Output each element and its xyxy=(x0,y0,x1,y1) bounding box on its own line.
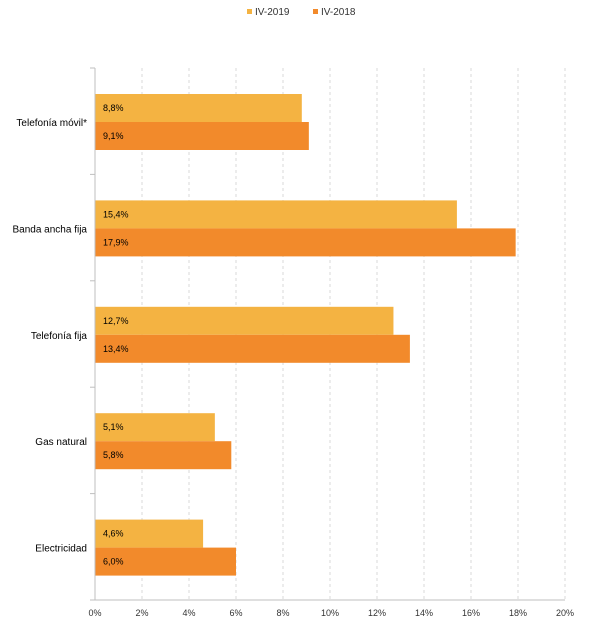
x-tick-label: 14% xyxy=(415,608,433,618)
bar xyxy=(95,547,236,576)
bar-data-label: 13,4% xyxy=(103,344,129,354)
x-tick-label: 18% xyxy=(509,608,527,618)
bar-data-label: 5,8% xyxy=(103,450,124,460)
category-label: Gas natural xyxy=(35,437,87,448)
bar xyxy=(95,228,516,257)
axes xyxy=(90,67,565,601)
bar-data-label: 8,8% xyxy=(103,103,124,113)
x-tick-label: 4% xyxy=(182,608,195,618)
x-tick-label: 6% xyxy=(229,608,242,618)
bar xyxy=(95,122,309,150)
bar xyxy=(95,200,457,229)
bar xyxy=(95,413,215,442)
legend-label: IV-2019 xyxy=(255,7,290,18)
labels: 0% 2% 4% 6% 8% 10% 12% 14% 16% 18% 20% 8,8% 9,1% Tele… xyxy=(12,103,574,618)
bar-data-label: 6,0% xyxy=(103,557,124,567)
bar-data-label: 12,7% xyxy=(103,316,129,326)
bar xyxy=(95,441,232,470)
bar xyxy=(95,94,302,122)
legend-swatch xyxy=(247,9,252,14)
bar-data-label: 5,1% xyxy=(103,422,124,432)
x-tick-label: 20% xyxy=(556,608,574,618)
x-tick-label: 2% xyxy=(135,608,148,618)
bar-data-label: 17,9% xyxy=(103,237,129,247)
bar xyxy=(95,334,410,363)
bar-data-label: 4,6% xyxy=(103,529,124,539)
category-label: Banda ancha fija xyxy=(12,224,87,235)
bar xyxy=(95,306,394,335)
legend-swatch xyxy=(313,9,318,14)
bar-data-label: 9,1% xyxy=(103,131,124,141)
x-tick-label: 12% xyxy=(368,608,386,618)
x-tick-label: 8% xyxy=(276,608,289,618)
category-label: Telefonía fija xyxy=(31,331,88,342)
bars xyxy=(95,94,516,576)
bar xyxy=(95,519,204,548)
legend: IV-2019 IV-2018 xyxy=(247,7,356,18)
x-tick-label: 16% xyxy=(462,608,480,618)
x-tick-label: 10% xyxy=(321,608,339,618)
x-tick-label: 0% xyxy=(88,608,101,618)
category-label: Telefonía móvil* xyxy=(16,118,87,129)
bar-data-label: 15,4% xyxy=(103,209,129,219)
legend-label: IV-2018 xyxy=(321,7,356,18)
category-label: Electricidad xyxy=(35,544,87,555)
